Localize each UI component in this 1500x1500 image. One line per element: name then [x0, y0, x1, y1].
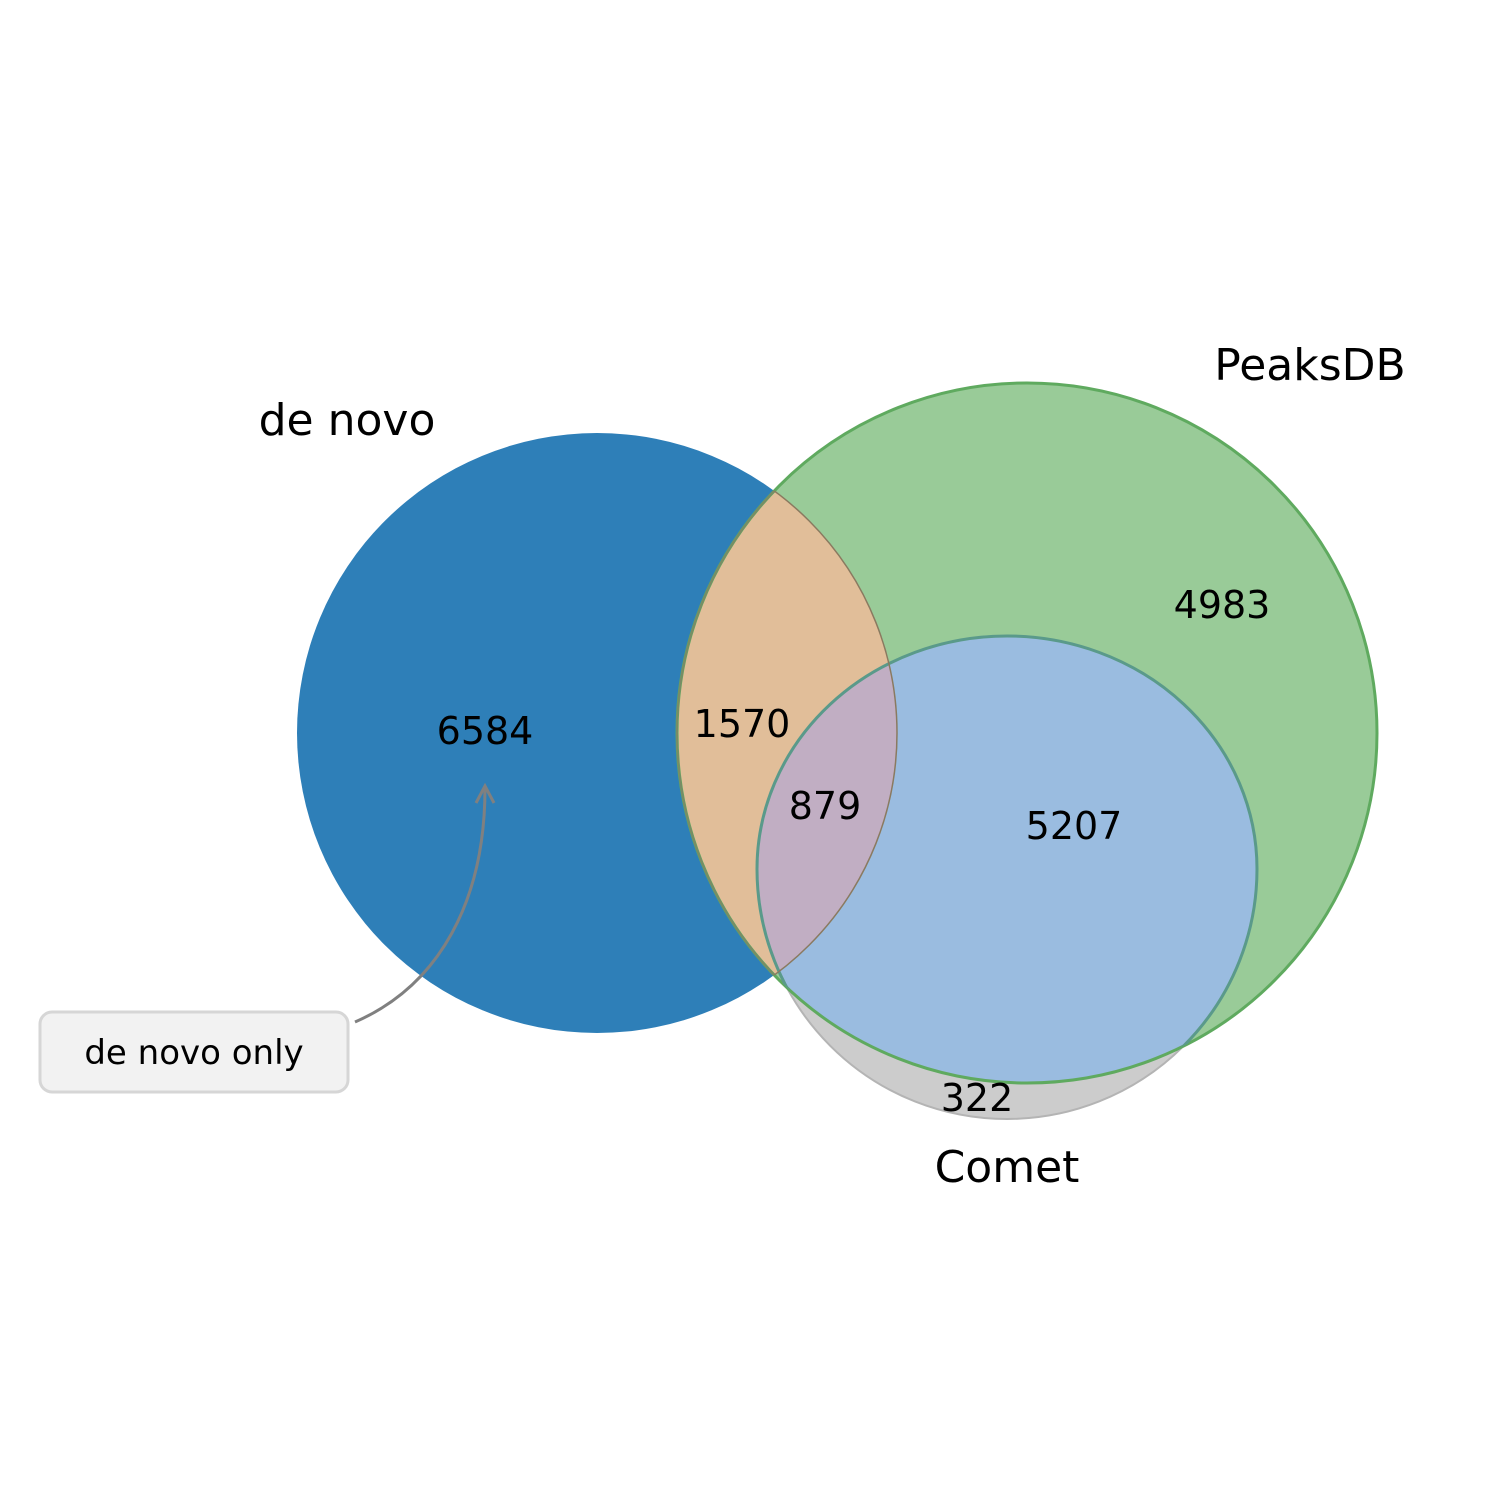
comet-outline	[755, 634, 1259, 1083]
peaksdb-comet-count: 5207	[1026, 804, 1123, 848]
callout-box	[38, 1010, 350, 1094]
de-novo-only-count: 6584	[437, 709, 534, 753]
peaksdb-only-count: 4983	[1174, 583, 1271, 627]
callout-label: de novo only	[84, 1033, 303, 1073]
comet-label: Comet	[935, 1142, 1080, 1193]
de-novo-peaksdb-count: 1570	[694, 702, 791, 746]
peaksdb-label: PeaksDB	[1214, 340, 1405, 391]
denovo-outline-in-peaksdb	[677, 432, 898, 1034]
de-novo-peaksdb-region	[677, 433, 897, 1033]
de-novo-label: de novo	[259, 395, 436, 446]
comet-only-count: 322	[941, 1076, 1014, 1120]
callout-arrow	[354, 787, 487, 1024]
peaksdb-outline-in-denovo	[676, 433, 897, 1033]
all-three-count: 879	[789, 784, 862, 828]
callout-arrowhead	[474, 782, 496, 804]
